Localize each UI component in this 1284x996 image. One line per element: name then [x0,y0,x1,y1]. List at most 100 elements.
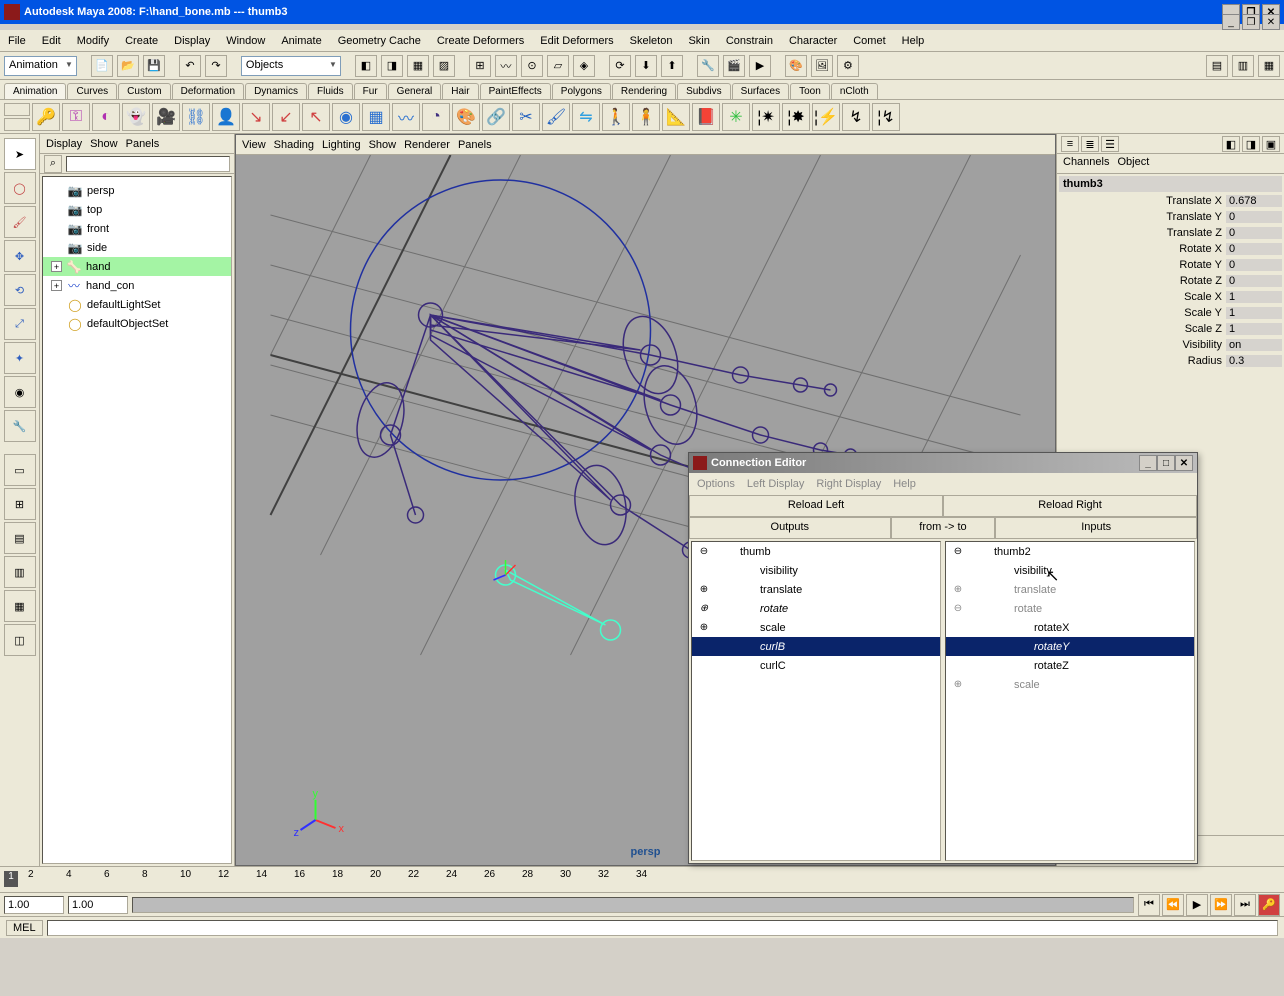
layout-icon-2[interactable]: ▥ [1232,55,1254,77]
attr-rotate-z[interactable]: Rotate Z0 [1059,273,1282,288]
shelf-tab-curves[interactable]: Curves [67,83,117,99]
attr-visibility[interactable]: Visibilityon [1059,337,1282,352]
snap-point-icon[interactable]: ⊙ [521,55,543,77]
tree-expand[interactable]: + [51,261,62,272]
module-dropdown[interactable]: Animation [4,56,77,76]
conn-maximize[interactable]: □ [1157,455,1175,471]
construction-icon[interactable]: 🔧 [697,55,719,77]
menu-display[interactable]: Display [174,35,210,47]
tool-constrain-icon[interactable]: 📐 [662,103,690,131]
tool-ik3-icon[interactable]: ↖ [302,103,330,131]
outliner-menu-show[interactable]: Show [90,138,118,150]
shelf-tab-rendering[interactable]: Rendering [612,83,676,99]
open-scene-icon[interactable]: 📂 [117,55,139,77]
mask-dropdown[interactable]: Objects [241,56,341,76]
outliner-menu-display[interactable]: Display [46,138,82,150]
inputs-icon[interactable]: ⬇ [635,55,657,77]
single-view[interactable]: ▭ [4,454,36,486]
conn-item-curlB[interactable]: curlB [692,637,940,656]
chan-tab3-icon[interactable]: ☰ [1101,136,1119,152]
menu-window[interactable]: Window [226,35,265,47]
chan-tab1-icon[interactable]: ≡ [1061,136,1079,152]
reload-right-button[interactable]: Reload Right [943,495,1197,517]
outliner-item-defaultLightSet[interactable]: ◯defaultLightSet [43,295,231,314]
paint-select-tool[interactable]: 🖌 [4,206,36,238]
layout3[interactable]: ▦ [4,590,36,622]
attr-value[interactable]: 0.3 [1226,355,1282,367]
outliner-tree[interactable]: 📷persp📷top📷front📷side+🦴hand+〰hand_con◯de… [42,176,232,864]
shelf-trash-icon[interactable] [4,118,30,131]
scale-tool[interactable]: ⤢ [4,308,36,340]
menu-help[interactable]: Help [902,35,925,47]
conn-item-rotate[interactable]: ⊖rotate [946,599,1194,618]
attr-scale-y[interactable]: Scale Y1 [1059,305,1282,320]
conn-menu-help[interactable]: Help [893,478,916,490]
shelf-tab-polygons[interactable]: Polygons [552,83,611,99]
attr-value[interactable]: 1 [1226,291,1282,303]
conn-item-translate[interactable]: ⊕translate [946,580,1194,599]
vp-menu-view[interactable]: View [242,139,266,151]
outliner-item-persp[interactable]: 📷persp [43,181,231,200]
timeline[interactable]: 1 246810121416182022242628303234 [0,866,1284,892]
vp-menu-show[interactable]: Show [369,139,397,151]
conn-expand[interactable]: ⊖ [952,546,964,557]
attr-rotate-x[interactable]: Rotate X0 [1059,241,1282,256]
shelf-tab-deformation[interactable]: Deformation [172,83,244,99]
tool-ik2-icon[interactable]: ↙ [272,103,300,131]
conn-right-list[interactable]: ⊖thumb2visibility⊕translate⊖rotaterotate… [945,541,1195,861]
rotate-tool[interactable]: ⟲ [4,274,36,306]
tool-detach-icon[interactable]: ✂ [512,103,540,131]
chan-tab2-icon[interactable]: ≣ [1081,136,1099,152]
attr-value[interactable]: 0 [1226,211,1282,223]
outliner-filter-icon[interactable]: ⌕ [44,155,62,173]
tool-joint-icon[interactable]: ⛓ [182,103,210,131]
tree-expand[interactable]: + [51,280,62,291]
conn-left-list[interactable]: ⊖thumbvisibility⊕translate⊕rotate⊕scalec… [691,541,941,861]
conn-item-rotateZ[interactable]: rotateZ [946,656,1194,675]
layout-icon-3[interactable]: ▦ [1258,55,1280,77]
outputs-icon[interactable]: ⬆ [661,55,683,77]
outliner-item-hand[interactable]: +🦴hand [43,257,231,276]
outliner-item-defaultObjectSet[interactable]: ◯defaultObjectSet [43,314,231,333]
conn-titlebar[interactable]: Connection Editor _ □ ✕ [689,453,1197,473]
layout4[interactable]: ◫ [4,624,36,656]
conn-menu-left-display[interactable]: Left Display [747,478,804,490]
shelf-tab-animation[interactable]: Animation [4,83,66,99]
object-tab[interactable]: Object [1117,156,1149,171]
shelf-menu-icon[interactable] [4,103,30,116]
tool-pose-icon[interactable]: 🚶 [602,103,630,131]
attr-scale-z[interactable]: Scale Z1 [1059,321,1282,336]
shelf-tab-surfaces[interactable]: Surfaces [732,83,789,99]
mask-icon-1[interactable]: ◧ [355,55,377,77]
range-end-input[interactable] [68,896,128,914]
vp-menu-renderer[interactable]: Renderer [404,139,450,151]
tool-deform-icon[interactable]: 〰 [392,103,420,131]
shelf-tab-custom[interactable]: Custom [118,83,170,99]
history-icon[interactable]: ⟳ [609,55,631,77]
conn-item-visibility[interactable]: visibility [946,561,1194,580]
channels-tab[interactable]: Channels [1063,156,1109,171]
attr-translate-x[interactable]: Translate X0.678 [1059,193,1282,208]
menu-create[interactable]: Create [125,35,158,47]
tool-keyframe-icon[interactable]: 🔑 [32,103,60,131]
tool-misc4-icon[interactable]: ↯ [842,103,870,131]
range-slider[interactable] [132,897,1134,913]
menu-create-deformers[interactable]: Create Deformers [437,35,524,47]
mask-icon-4[interactable]: ▨ [433,55,455,77]
attr-translate-z[interactable]: Translate Z0 [1059,225,1282,240]
menu-geometry-cache[interactable]: Geometry Cache [338,35,421,47]
conn-item-thumb[interactable]: ⊖thumb [692,542,940,561]
chan-tab4-icon[interactable]: ◧ [1222,136,1240,152]
conn-expand[interactable]: ⊖ [952,603,964,614]
conn-item-rotate[interactable]: ⊕rotate [692,599,940,618]
play-back-icon[interactable]: ⏪ [1162,894,1184,916]
conn-item-scale[interactable]: ⊕scale [692,618,940,637]
play-icon[interactable]: ▶ [1186,894,1208,916]
shelf-tab-hair[interactable]: Hair [442,83,478,99]
menu-modify[interactable]: Modify [77,35,109,47]
outliner-item-front[interactable]: 📷front [43,219,231,238]
channel-node-name[interactable]: thumb3 [1059,176,1282,192]
layout2[interactable]: ▥ [4,556,36,588]
mel-input[interactable] [47,920,1278,936]
save-scene-icon[interactable]: 💾 [143,55,165,77]
